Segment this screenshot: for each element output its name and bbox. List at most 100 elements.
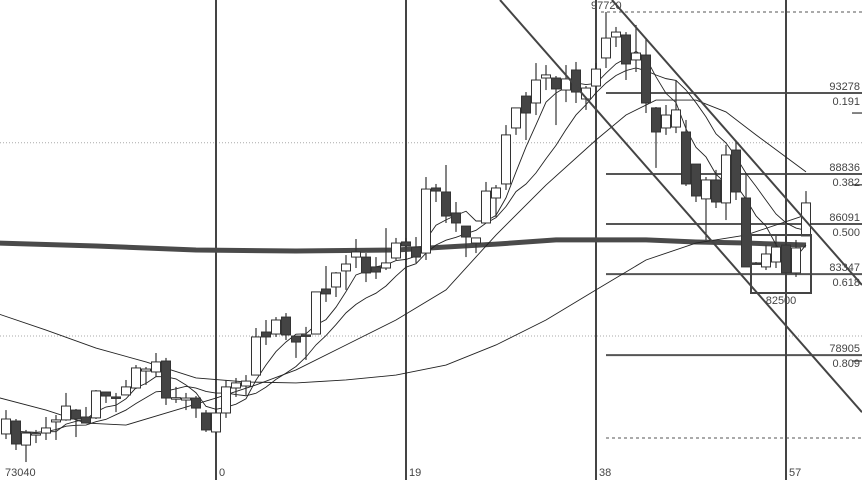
candle-body — [391, 242, 401, 259]
candle — [311, 291, 321, 335]
candle — [531, 63, 541, 116]
candle-body — [41, 427, 51, 434]
candle — [191, 396, 201, 418]
fib-ratio-label: 0.500 — [832, 227, 860, 239]
candle — [471, 237, 481, 254]
candle-body — [31, 433, 41, 436]
candle — [351, 239, 361, 269]
moving-average-line — [0, 237, 807, 254]
candle-body — [541, 74, 551, 79]
candle-body — [641, 54, 651, 104]
candle-body — [311, 291, 321, 335]
candle — [741, 173, 751, 268]
candle — [31, 429, 41, 444]
candle-body — [671, 109, 681, 128]
candle — [151, 352, 161, 378]
fib-ratio-label: 0.618 — [832, 277, 860, 289]
period-label: 19 — [409, 467, 421, 479]
candle — [291, 335, 301, 358]
candle — [761, 245, 771, 271]
candle — [181, 392, 191, 411]
candle-body — [551, 77, 561, 90]
candle-body — [791, 247, 801, 274]
candle-body — [611, 31, 621, 38]
candle-body — [591, 68, 601, 87]
period-label: 57 — [789, 467, 801, 479]
start-price-label: 73040 — [5, 467, 36, 479]
candle-body — [61, 405, 71, 421]
candle-body — [201, 412, 211, 431]
candle-body — [621, 34, 631, 65]
candle-body — [561, 78, 571, 91]
fib-ratio-label: 0.809 — [832, 358, 860, 370]
candle-body — [701, 179, 711, 200]
fib-ratio-label: 0.191 — [832, 96, 860, 108]
candle — [81, 406, 91, 424]
candle-body — [151, 361, 161, 373]
candle — [651, 107, 661, 168]
candle — [331, 272, 341, 298]
candle-body — [741, 197, 751, 268]
candle — [591, 63, 601, 87]
candle-body — [661, 114, 671, 129]
candle — [381, 228, 391, 271]
candle — [691, 163, 701, 203]
candle-body — [51, 419, 61, 423]
candle — [641, 38, 651, 114]
candle — [421, 177, 431, 260]
candle-body — [531, 79, 541, 104]
candle — [401, 237, 411, 252]
candle-body — [751, 262, 761, 265]
candle — [21, 429, 31, 463]
candle — [731, 142, 741, 201]
candle — [561, 65, 571, 103]
period-label: 38 — [599, 467, 611, 479]
candle-body — [351, 251, 361, 258]
candle-body — [1, 418, 11, 435]
candle — [101, 391, 111, 403]
candle-body — [421, 188, 431, 254]
candle-body — [361, 256, 371, 274]
candle-body — [21, 432, 31, 446]
candle-body — [291, 335, 301, 343]
candle-body — [431, 187, 441, 192]
candle — [431, 183, 441, 203]
candle-body — [91, 390, 101, 419]
range-box-label: 82500 — [766, 295, 797, 307]
candle-body — [401, 241, 411, 247]
candle — [361, 253, 371, 283]
candle — [121, 379, 131, 396]
candle-body — [691, 163, 701, 197]
candle-body — [131, 367, 141, 389]
candle-body — [231, 382, 241, 389]
candle — [711, 169, 721, 209]
candle — [611, 26, 621, 48]
candle — [511, 107, 521, 135]
candle-body — [171, 397, 181, 400]
candle — [491, 185, 501, 217]
candle-body — [331, 272, 341, 288]
candle-body — [411, 246, 421, 258]
candle-body — [271, 319, 281, 335]
range-box — [750, 234, 812, 295]
candle — [371, 257, 381, 279]
candle — [281, 313, 291, 341]
candle-body — [681, 131, 691, 185]
candle-body — [441, 191, 451, 217]
candle — [41, 416, 51, 440]
candle — [451, 202, 461, 232]
fib-price-label: 86091 — [829, 212, 860, 224]
candle-body — [101, 391, 111, 397]
candle-body — [731, 149, 741, 193]
candle — [301, 326, 311, 360]
candle-body — [161, 360, 171, 399]
candle — [781, 237, 791, 274]
candle — [321, 266, 331, 302]
candle — [601, 11, 611, 68]
candle — [671, 80, 681, 134]
period-label: 0 — [219, 467, 225, 479]
candle — [621, 32, 631, 81]
candle — [51, 414, 61, 440]
candle — [541, 65, 551, 91]
